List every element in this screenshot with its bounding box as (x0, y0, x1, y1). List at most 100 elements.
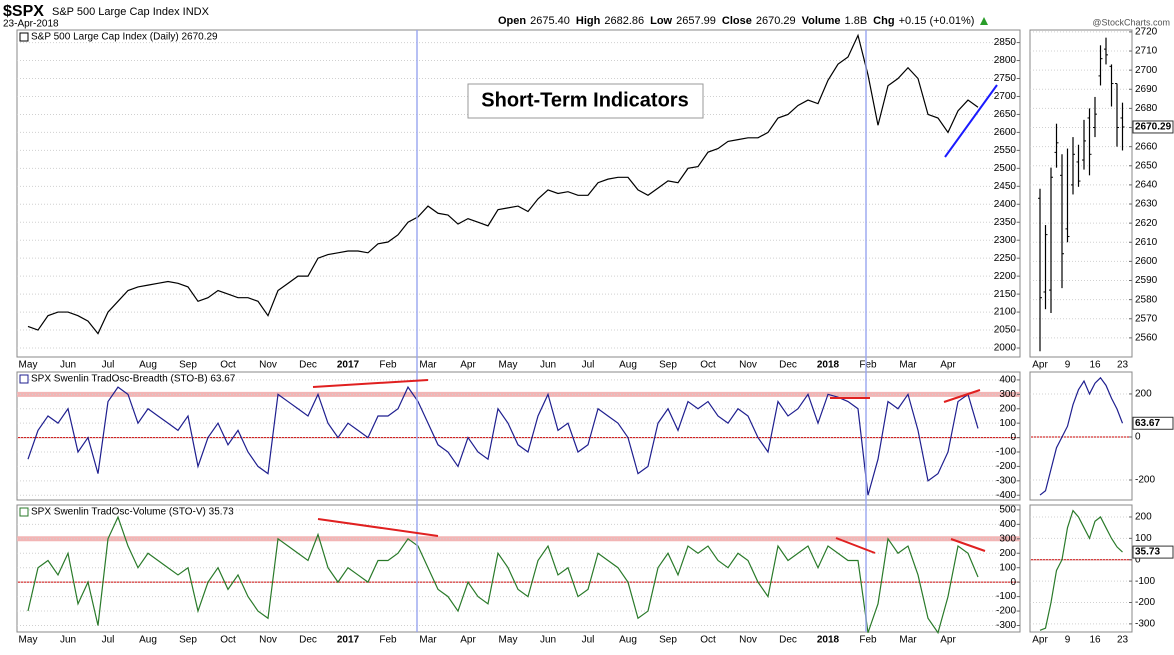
y-tick-label: 2590 (1135, 275, 1158, 286)
x-tick-label: Apr (940, 360, 956, 371)
x-tick-label: 9 (1065, 360, 1071, 371)
x-tick-label: Mar (899, 635, 917, 646)
x-tick-label: Jun (60, 635, 76, 646)
plot-area (1029, 371, 1133, 501)
x-tick-label: Mar (419, 360, 437, 371)
x-tick-label: Apr (1032, 635, 1048, 646)
x-tick-label: 16 (1089, 360, 1101, 371)
panel: 2560 2570 2580 2590 2600 2610 2620 2630 2640 2650… (1029, 27, 1174, 371)
x-tick-label: Apr (1032, 360, 1048, 371)
panel: -300 -200 -100 0 100 200 Apr 9 16 23 35.73 (1029, 504, 1174, 646)
x-tick-label: Aug (619, 360, 637, 371)
y-tick-label: 0 (1135, 554, 1141, 565)
panels: 2000205021002150220022502300235024002450… (16, 27, 1174, 646)
quote-value: 1.8B (845, 15, 868, 27)
y-tick-label: 2690 (1135, 84, 1158, 95)
x-tick-label: May (19, 635, 38, 646)
y-tick-label: 500 (999, 505, 1016, 516)
x-tick-label: Nov (259, 635, 277, 646)
y-tick-label: 400 (999, 519, 1016, 530)
x-tick-label: Jun (540, 635, 556, 646)
x-tick-label: May (499, 635, 518, 646)
x-tick-label: Nov (739, 635, 757, 646)
x-tick-label: Nov (739, 360, 757, 371)
x-tick-label: 16 (1089, 635, 1101, 646)
y-tick-label: 100 (999, 562, 1016, 573)
x-tick-label: Feb (379, 635, 397, 646)
y-tick-label: 2710 (1135, 46, 1158, 57)
x-tick-label: 2017 (337, 360, 360, 371)
x-tick-label: 2018 (817, 360, 840, 371)
panel: -300 -200 -100 0 100 200 300 400 500 May Jun Jul Aug… (16, 504, 1021, 646)
x-tick-label: Oct (700, 635, 716, 646)
x-tick-label: Oct (700, 360, 716, 371)
y-tick-label: 2650 (994, 109, 1017, 120)
y-tick-label: -300 (996, 475, 1016, 486)
x-tick-label: Jun (540, 360, 556, 371)
legend-swatch (19, 507, 29, 517)
data-line (27, 33, 979, 335)
y-tick-label: -200 (1135, 475, 1155, 486)
y-tick-label: 2580 (1135, 294, 1158, 305)
y-tick-label: 2750 (994, 73, 1017, 84)
y-tick-label: -200 (1135, 597, 1155, 608)
annotation: Short-Term Indicators (481, 89, 688, 111)
x-tick-label: May (19, 360, 38, 371)
y-tick-label: 2550 (994, 145, 1017, 156)
x-tick-label: Aug (619, 635, 637, 646)
y-tick-label: -200 (996, 606, 1016, 617)
x-tick-label: Jun (60, 360, 76, 371)
y-tick-label: 2250 (994, 253, 1017, 264)
x-tick-label: Aug (139, 360, 157, 371)
y-tick-label: -100 (1135, 576, 1155, 587)
x-tick-label: Mar (899, 360, 917, 371)
y-tick-label: 200 (999, 548, 1016, 559)
y-tick-label: 2000 (994, 343, 1017, 354)
last-value: 2670.29 (1135, 122, 1172, 133)
x-tick-label: Feb (859, 360, 877, 371)
y-tick-label: 2650 (1135, 160, 1158, 171)
x-tick-label: Aug (139, 635, 157, 646)
quote-value: 2675.40 (530, 15, 570, 27)
x-tick-label: Jul (582, 360, 595, 371)
x-tick-label: Oct (220, 635, 236, 646)
value-box (1132, 416, 1174, 430)
x-tick-label: Sep (659, 360, 677, 371)
data-line (27, 515, 979, 635)
y-tick-label: -300 (996, 620, 1016, 631)
x-tick-label: Nov (259, 360, 277, 371)
plot-area (1029, 29, 1133, 358)
legend-swatch (19, 32, 29, 42)
y-tick-label: 100 (1135, 533, 1152, 544)
y-tick-label: 2600 (1135, 256, 1158, 267)
panel-title: SPX Swenlin TradOsc-Volume (STO-V) 35.73 (31, 507, 234, 518)
y-tick-label: 100 (999, 418, 1016, 429)
quote-value: +0.15 (+0.01%) (899, 15, 975, 27)
panel-title: S&P 500 Large Cap Index (Daily) 2670.29 (31, 32, 218, 43)
y-tick-label: 2630 (1135, 199, 1158, 210)
x-tick-label: Mar (419, 635, 437, 646)
y-tick-label: 2200 (994, 271, 1017, 282)
y-tick-label: 2610 (1135, 237, 1158, 248)
value-box (1132, 545, 1174, 559)
x-tick-label: Apr (460, 635, 476, 646)
y-tick-label: 2400 (994, 199, 1017, 210)
x-tick-label: Jul (582, 635, 595, 646)
index-name: S&P 500 Large Cap Index INDX (52, 6, 210, 18)
y-tick-label: 2850 (994, 37, 1017, 48)
quote-value: 2682.86 (604, 15, 644, 27)
x-tick-label: 23 (1117, 360, 1129, 371)
x-tick-label: Feb (379, 360, 397, 371)
overlay (312, 30, 998, 632)
y-tick-label: 2800 (994, 55, 1017, 66)
value-box (1132, 120, 1174, 134)
panel-title: SPX Swenlin TradOsc-Breadth (STO-B) 63.6… (31, 374, 236, 385)
panel: -400 -300 -200 -100 0 100 200 300 400 SPX Swenlin… (16, 371, 1021, 501)
annotation-box (467, 83, 704, 119)
y-tick-label: -100 (996, 591, 1016, 602)
x-tick-label: 9 (1065, 635, 1071, 646)
y-tick-label: -400 (996, 490, 1016, 501)
data-line (1039, 509, 1123, 631)
quote-value: 2657.99 (676, 15, 716, 27)
